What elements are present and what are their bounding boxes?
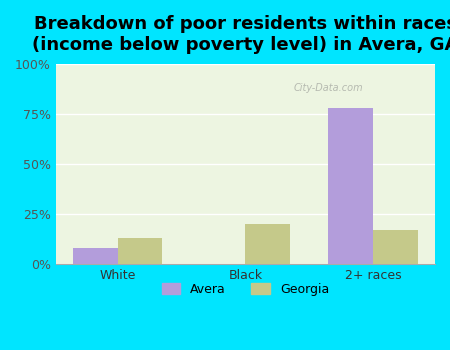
Bar (328, 108, 373, 265)
Bar (73, 248, 117, 265)
Bar (373, 230, 418, 265)
Text: City-Data.com: City-Data.com (294, 83, 364, 93)
Title: Breakdown of poor residents within races
(income below poverty level) in Avera, : Breakdown of poor residents within races… (32, 15, 450, 54)
Bar (117, 238, 162, 265)
Bar (245, 224, 290, 265)
Legend: Avera, Georgia: Avera, Georgia (155, 277, 335, 302)
